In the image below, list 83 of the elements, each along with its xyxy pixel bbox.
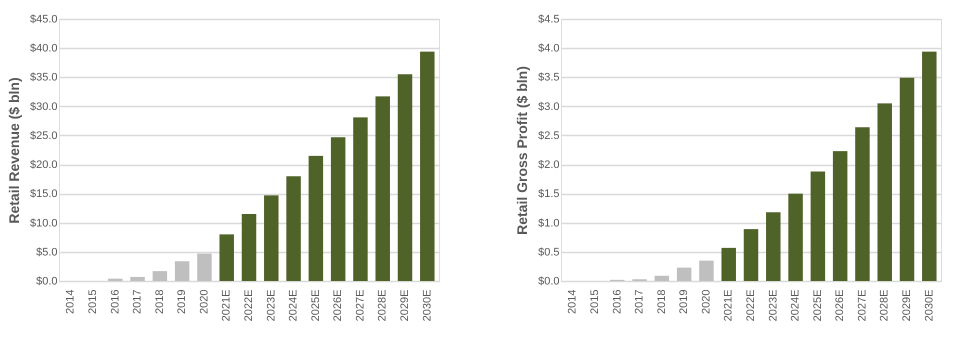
x-tick-label: 2021E <box>722 290 735 322</box>
bar <box>922 52 937 281</box>
x-tick-label: 2020 <box>700 290 712 314</box>
x-tick-label: 2024E <box>790 290 802 322</box>
bar <box>721 248 736 281</box>
bar <box>398 74 412 281</box>
bar <box>855 127 870 281</box>
y-tick-label: $3.0 <box>538 100 560 113</box>
x-tick-label: 2030E <box>923 290 936 322</box>
x-tick-label: 2015 <box>86 290 99 314</box>
x-tick-label: 2016 <box>109 290 122 314</box>
x-tick-label: 2021E <box>220 290 233 322</box>
x-tick-label: 2023E <box>767 290 780 322</box>
x-tick-label: 2019 <box>678 290 690 314</box>
y-tick-label: $0.5 <box>538 246 560 258</box>
bar <box>242 214 256 281</box>
x-tick-label: 2023E <box>265 290 278 322</box>
bar <box>420 52 435 281</box>
y-tick-label: $10.0 <box>30 217 58 230</box>
y-tick-label: $30.0 <box>30 100 58 113</box>
y-tick-label: $1.5 <box>538 188 560 200</box>
y-tick-label: $35.0 <box>30 72 58 84</box>
bar <box>286 176 301 281</box>
x-tick-label: 2015 <box>588 290 601 314</box>
y-tick-label: $2.5 <box>538 130 560 142</box>
y-tick-label: $5.0 <box>36 246 58 258</box>
bar <box>330 137 346 281</box>
x-tick-label: 2028E <box>376 290 389 322</box>
x-tick-label: 2029E <box>399 290 412 322</box>
x-tick-label: 2014 <box>64 290 77 314</box>
y-tick-label: $4.5 <box>538 14 560 26</box>
bar <box>353 117 368 281</box>
x-tick-label: 2022E <box>243 290 255 322</box>
bar <box>766 212 781 281</box>
x-tick-label: 2018 <box>154 290 166 314</box>
y-axis-title: Retail Revenue ($ bln) <box>6 77 22 224</box>
x-tick-label: 2026E <box>332 290 344 322</box>
bar <box>877 103 892 281</box>
bar <box>810 172 826 281</box>
x-tick-label: 2022E <box>745 290 757 322</box>
x-tick-label: 2020 <box>198 290 210 314</box>
x-tick-label: 2017 <box>634 290 646 314</box>
bar <box>788 194 803 281</box>
x-tick-label: 2027E <box>856 290 868 322</box>
x-tick-label: 2017 <box>132 290 144 314</box>
x-tick-label: 2016 <box>611 290 624 314</box>
bar <box>219 234 234 281</box>
y-tick-label: $40.0 <box>30 42 58 55</box>
bar <box>699 260 714 281</box>
bar <box>130 276 145 281</box>
y-tick-label: $1.0 <box>538 217 560 230</box>
y-tick-label: $0.0 <box>36 276 58 288</box>
bar <box>197 254 212 281</box>
x-tick-label: 2025E <box>310 290 322 322</box>
y-tick-label: $0.0 <box>538 276 560 288</box>
x-tick-label: 2018 <box>656 290 668 314</box>
bar <box>375 96 390 281</box>
x-tick-label: 2030E <box>421 290 434 322</box>
bar <box>264 195 279 281</box>
x-tick-label: 2014 <box>566 290 579 314</box>
y-tick-label: $3.5 <box>538 72 560 84</box>
bar <box>174 261 190 281</box>
bar <box>152 271 168 281</box>
y-tick-label: $15.0 <box>30 188 58 200</box>
y-tick-label: $45.0 <box>30 14 58 26</box>
bar <box>900 78 914 281</box>
bar <box>676 268 692 281</box>
bar <box>832 151 848 281</box>
bar <box>654 276 670 281</box>
x-tick-label: 2028E <box>878 290 891 322</box>
x-tick-label: 2024E <box>288 290 300 322</box>
y-axis-title: Retail Gross Profit ($ bln) <box>514 66 530 235</box>
y-tick-label: $20.0 <box>30 159 58 172</box>
x-tick-label: 2026E <box>834 290 846 322</box>
bar <box>308 156 324 281</box>
x-tick-label: 2025E <box>812 290 824 322</box>
bar <box>744 229 758 281</box>
y-tick-label: $25.0 <box>30 130 58 142</box>
y-tick-label: $2.0 <box>538 159 560 172</box>
y-tick-label: $4.0 <box>538 42 560 55</box>
x-tick-label: 2019 <box>176 290 188 314</box>
x-tick-label: 2029E <box>901 290 914 322</box>
x-tick-label: 2027E <box>354 290 366 322</box>
